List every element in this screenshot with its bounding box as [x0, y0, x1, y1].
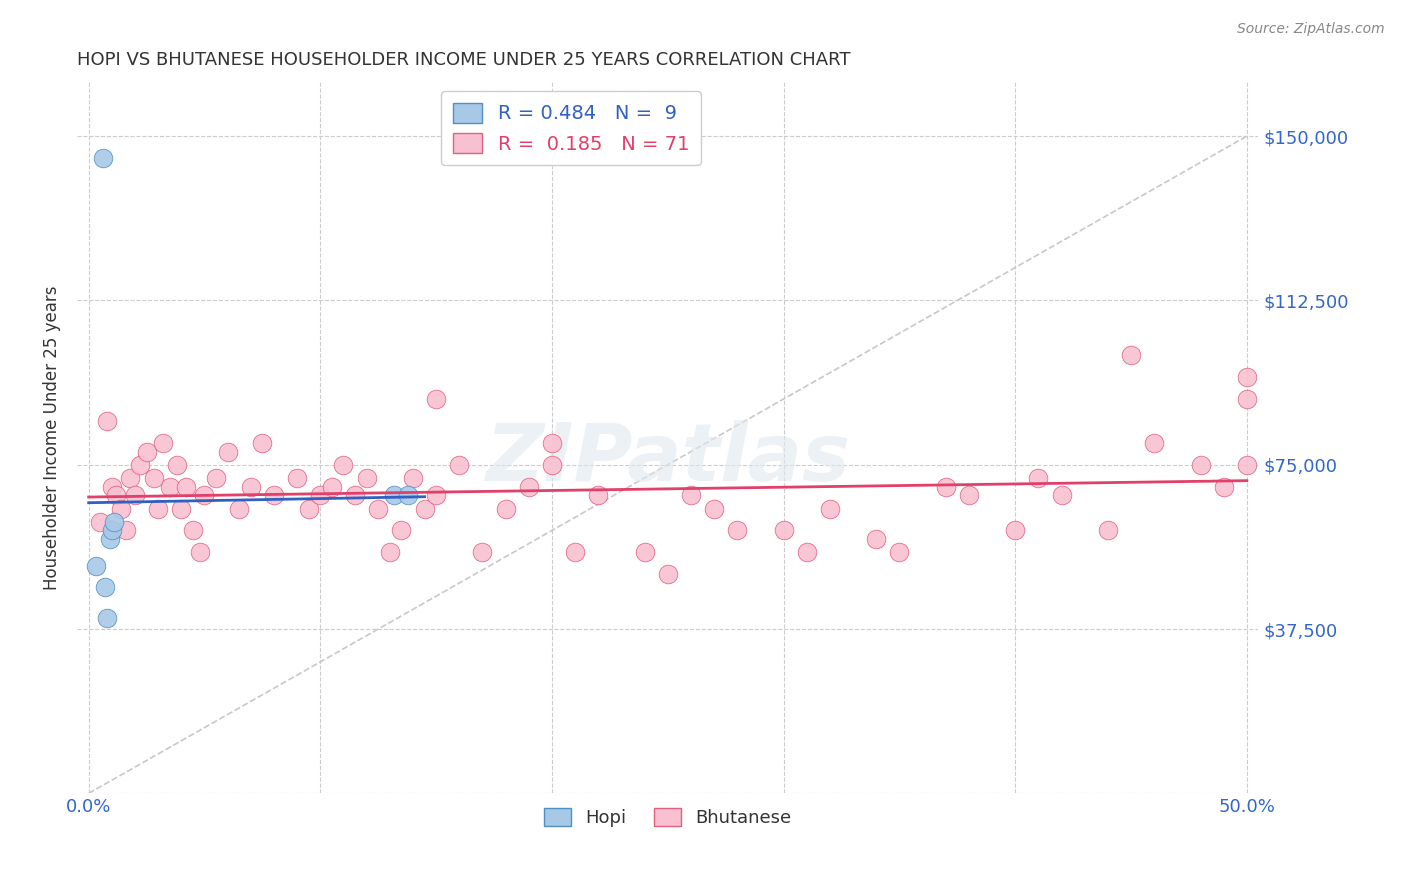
Point [449, 458, 471, 472]
Point [818, 501, 841, 516]
Point [98, 533, 121, 547]
Point [285, 471, 308, 485]
Point [1236, 370, 1258, 384]
Point [91, 151, 114, 165]
Point [356, 471, 378, 485]
Point [146, 501, 169, 516]
Point [298, 501, 321, 516]
Point [564, 545, 586, 559]
Point [1028, 471, 1050, 485]
Point [378, 545, 401, 559]
Point [89, 515, 111, 529]
Point [124, 488, 146, 502]
Point [142, 471, 165, 485]
Point [152, 435, 174, 450]
Point [367, 501, 389, 516]
Point [1212, 480, 1234, 494]
Point [1119, 348, 1142, 362]
Point [114, 524, 136, 538]
Point [94, 581, 117, 595]
Point [796, 545, 818, 559]
Point [495, 501, 517, 516]
Point [679, 488, 702, 502]
Point [471, 545, 494, 559]
Point [657, 567, 679, 582]
Point [263, 488, 285, 502]
Point [309, 488, 332, 502]
Point [217, 444, 239, 458]
Point [228, 501, 250, 516]
Point [633, 545, 655, 559]
Point [166, 458, 188, 472]
Point [425, 488, 447, 502]
Point [402, 471, 425, 485]
Point [1236, 392, 1258, 406]
Point [193, 488, 215, 502]
Point [957, 488, 980, 502]
Point [889, 545, 911, 559]
Point [344, 488, 367, 502]
Point [1050, 488, 1073, 502]
Point [239, 480, 262, 494]
Point [96, 611, 118, 625]
Point [703, 501, 725, 516]
Point [541, 458, 564, 472]
Point [541, 435, 564, 450]
Point [188, 545, 211, 559]
Point [1097, 524, 1119, 538]
Point [103, 515, 125, 529]
Point [135, 444, 157, 458]
Point [588, 488, 610, 502]
Y-axis label: Householder Income Under 25 years: Householder Income Under 25 years [44, 285, 60, 590]
Legend: Hopi, Bhutanese: Hopi, Bhutanese [537, 800, 799, 834]
Point [389, 524, 412, 538]
Text: ZIPatlas: ZIPatlas [485, 420, 851, 498]
Point [84, 558, 107, 573]
Point [170, 501, 193, 516]
Point [128, 458, 150, 472]
Point [321, 480, 343, 494]
Point [101, 524, 124, 538]
Point [384, 488, 406, 502]
Point [252, 435, 274, 450]
Point [101, 480, 124, 494]
Text: Source: ZipAtlas.com: Source: ZipAtlas.com [1237, 22, 1385, 37]
Point [96, 414, 118, 428]
Point [332, 458, 354, 472]
Text: HOPI VS BHUTANESE HOUSEHOLDER INCOME UNDER 25 YEARS CORRELATION CHART: HOPI VS BHUTANESE HOUSEHOLDER INCOME UND… [77, 51, 851, 69]
Point [1189, 458, 1212, 472]
Point [396, 488, 419, 502]
Point [772, 524, 794, 538]
Point [1143, 435, 1166, 450]
Point [105, 488, 128, 502]
Point [1236, 458, 1258, 472]
Point [174, 480, 197, 494]
Point [110, 501, 132, 516]
Point [413, 501, 436, 516]
Point [425, 392, 447, 406]
Point [1004, 524, 1026, 538]
Point [120, 471, 142, 485]
Point [517, 480, 540, 494]
Point [935, 480, 957, 494]
Point [205, 471, 228, 485]
Point [725, 524, 748, 538]
Point [865, 533, 887, 547]
Point [159, 480, 181, 494]
Point [181, 524, 204, 538]
